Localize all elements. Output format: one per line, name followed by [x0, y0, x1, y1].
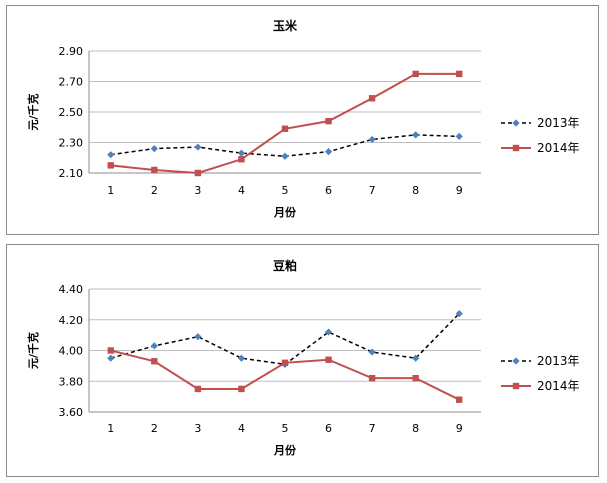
data-point: [150, 342, 158, 350]
data-point: [456, 396, 463, 403]
data-point: [325, 356, 332, 363]
data-point: [281, 359, 289, 366]
chart-title: 玉米: [273, 18, 298, 33]
x-tick-label: 4: [238, 184, 245, 197]
y-tick-label: 4.00: [59, 345, 84, 358]
y-tick-label: 2.30: [59, 137, 84, 150]
x-tick-label: 8: [412, 184, 419, 197]
chart-soymeal: 豆粕 3.60 3.80 4.00 4.20 4.40 1 2 3 4 5 6 7 8 9 月份 元/千克 201…: [26, 258, 580, 457]
x-tick-label: 8: [412, 422, 419, 435]
legend-marker: [512, 382, 520, 390]
y-tick-label: 3.60: [59, 406, 84, 419]
y-axis-label: 元/千克: [26, 93, 40, 130]
x-tick-label: 1: [107, 422, 114, 435]
x-tick-label: 5: [282, 422, 289, 435]
data-point: [194, 385, 202, 393]
x-tick-label: 5: [282, 184, 289, 197]
legend-label: 2013年: [537, 116, 580, 130]
y-axis-label: 元/千克: [26, 332, 40, 369]
x-tick-label: 3: [194, 184, 201, 197]
y-tick-label: 3.80: [59, 375, 84, 388]
legend-marker: [512, 119, 520, 127]
x-axis-label: 月份: [273, 205, 297, 219]
data-point: [368, 374, 376, 382]
data-point: [412, 354, 420, 362]
data-point: [237, 149, 246, 157]
data-point: [281, 152, 289, 160]
data-point: [324, 148, 333, 156]
chart-panel-soymeal: 豆粕 3.60 3.80 4.00 4.20 4.40 1 2 3 4 5 6 7 8 9 月份 元/千克 201…: [6, 244, 599, 477]
data-point: [412, 131, 420, 139]
legend-label: 2014年: [537, 141, 580, 155]
y-tick-label: 4.20: [59, 314, 84, 327]
x-tick-label: 4: [238, 422, 245, 435]
series-2014: [107, 70, 463, 177]
legend-marker: [512, 144, 520, 152]
y-tick-label: 2.70: [59, 76, 84, 89]
data-point: [194, 333, 202, 341]
data-point: [194, 169, 202, 177]
series-2013: [107, 131, 463, 160]
legend-label: 2014年: [537, 379, 580, 393]
data-point: [151, 166, 158, 174]
series-2013: [107, 310, 463, 368]
chart-corn: 玉米 2.10 2.30 2.50 2.70 2.90 1 2 3 4 5 6 7 8 9 月份 元/千克 201…: [26, 18, 580, 219]
data-point: [150, 145, 158, 153]
x-tick-label: 9: [456, 422, 463, 435]
data-point: [456, 70, 463, 78]
data-point: [107, 354, 115, 362]
series-line: [110, 349, 460, 401]
data-point: [412, 374, 419, 382]
data-point: [238, 385, 245, 393]
x-tick-label: 9: [456, 184, 463, 197]
data-point: [194, 143, 202, 151]
x-tick-label: 1: [107, 184, 114, 197]
data-point: [368, 135, 376, 144]
x-tick-label: 2: [151, 422, 158, 435]
data-point: [107, 151, 115, 159]
y-tick-label: 4.40: [59, 283, 84, 296]
x-axis-label: 月份: [273, 443, 297, 457]
x-tick-label: 2: [151, 184, 158, 197]
y-tick-label: 2.50: [59, 106, 84, 119]
x-tick-label: 6: [325, 184, 332, 197]
chart-title: 豆粕: [273, 258, 297, 273]
series-line: [110, 313, 460, 366]
x-tick-label: 6: [325, 422, 332, 435]
data-point: [368, 95, 376, 102]
data-point: [107, 347, 114, 354]
data-point: [368, 348, 376, 356]
y-tick-label: 2.90: [59, 45, 84, 58]
data-point: [238, 156, 245, 163]
x-tick-label: 3: [194, 422, 201, 435]
legend-marker: [512, 357, 520, 365]
data-point: [325, 117, 332, 125]
series-2014: [107, 347, 463, 403]
data-point: [237, 354, 246, 362]
data-point: [281, 125, 289, 132]
x-tick-label: 7: [369, 422, 376, 435]
y-tick-label: 2.10: [59, 167, 84, 180]
legend-label: 2013年: [537, 354, 580, 368]
data-point: [151, 358, 158, 365]
data-point: [455, 132, 463, 140]
x-tick-label: 7: [369, 184, 376, 197]
chart-panel-corn: 玉米 2.10 2.30 2.50 2.70 2.90 1 2 3 4 5 6 7 8 9 月份 元/千克 201…: [6, 5, 599, 235]
data-point: [107, 162, 114, 169]
data-point: [412, 70, 419, 78]
